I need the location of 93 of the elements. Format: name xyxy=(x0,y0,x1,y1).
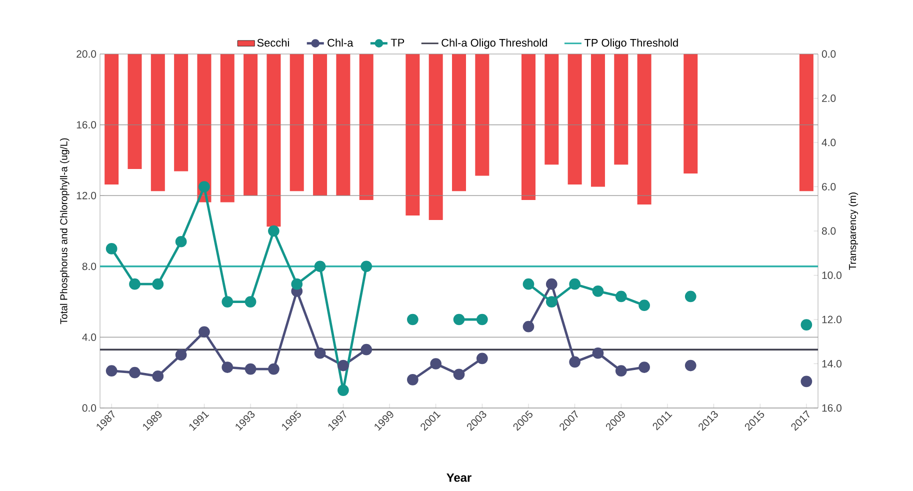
point xyxy=(407,314,418,326)
y2-tick-label: 14.0 xyxy=(822,360,842,368)
bar xyxy=(406,54,420,216)
bar xyxy=(290,54,304,192)
point xyxy=(592,286,604,297)
y2-tick-label: 4.0 xyxy=(822,138,836,146)
y2-tick-label: 2.0 xyxy=(822,94,836,102)
y-tick-label: 4.0 xyxy=(82,334,96,341)
bar xyxy=(313,54,328,196)
bar xyxy=(428,54,443,220)
bar xyxy=(799,54,814,192)
bar xyxy=(174,54,188,172)
point xyxy=(129,278,140,290)
point xyxy=(684,360,696,372)
point xyxy=(476,352,488,364)
point xyxy=(268,225,280,237)
point xyxy=(638,362,650,373)
point xyxy=(129,366,140,378)
point xyxy=(338,384,349,396)
point xyxy=(569,356,580,368)
y-tick-label: 0.0 xyxy=(82,404,96,412)
bar xyxy=(104,54,119,185)
point xyxy=(338,360,349,372)
point xyxy=(522,320,534,332)
y2-tick-label: 6.0 xyxy=(822,183,836,190)
point xyxy=(800,376,812,388)
y-axis-title: Total Phosphorus and Chlorophyll-a (ug/L) xyxy=(60,138,70,324)
legend-label: TP Oligo Threshold xyxy=(584,38,678,49)
point xyxy=(222,362,234,373)
bar xyxy=(637,54,652,204)
point xyxy=(684,290,696,302)
point xyxy=(175,349,187,361)
bar xyxy=(128,54,142,170)
legend-label: Chl-a Oligo Threshold xyxy=(442,38,547,49)
legend-label: Secchi xyxy=(257,38,289,47)
y-tick-label: 16.0 xyxy=(76,121,96,129)
bar xyxy=(266,54,281,227)
y2-tick-label: 16.0 xyxy=(822,404,842,412)
y-tick-label: 20.0 xyxy=(76,50,96,58)
legend-label: TP xyxy=(390,38,404,46)
point xyxy=(198,181,210,192)
point xyxy=(268,363,280,375)
y2-tick-label: 0.0 xyxy=(822,50,836,58)
y2-axis-title: Transparency (m) xyxy=(848,192,858,270)
point xyxy=(592,347,604,359)
bar xyxy=(590,54,605,187)
point xyxy=(360,344,372,356)
point xyxy=(638,300,650,312)
y2-tick-label: 8.0 xyxy=(822,227,836,235)
legend-label: Chl-a xyxy=(328,38,354,47)
point xyxy=(244,363,256,375)
bar xyxy=(336,54,350,196)
bar xyxy=(220,54,234,202)
bar xyxy=(359,54,374,200)
bar xyxy=(568,54,582,185)
y-tick-label: 8.0 xyxy=(82,262,96,270)
point xyxy=(615,365,627,377)
y-tick-label: 12.0 xyxy=(76,192,96,200)
point xyxy=(569,278,580,290)
point xyxy=(291,278,303,290)
point xyxy=(175,236,187,248)
point xyxy=(244,296,256,308)
bar xyxy=(475,54,490,176)
bar xyxy=(544,54,559,165)
bar xyxy=(521,54,536,200)
y2-tick-label: 12.0 xyxy=(822,316,842,324)
point xyxy=(314,347,326,359)
bar xyxy=(150,54,165,192)
point xyxy=(453,368,465,380)
point xyxy=(407,374,418,386)
point xyxy=(106,243,118,254)
bar xyxy=(684,54,698,174)
bar xyxy=(452,54,466,192)
point xyxy=(615,290,627,302)
point xyxy=(360,260,372,272)
bar xyxy=(614,54,628,165)
point xyxy=(453,314,465,326)
point xyxy=(476,314,488,326)
bar xyxy=(244,54,258,196)
y2-tick-label: 10.0 xyxy=(822,272,842,279)
point xyxy=(198,326,210,338)
point xyxy=(106,365,118,377)
point xyxy=(546,278,558,290)
point xyxy=(314,260,326,272)
point xyxy=(430,358,442,370)
point xyxy=(152,278,164,290)
bar xyxy=(197,54,212,202)
point xyxy=(152,370,164,382)
point xyxy=(800,319,812,330)
point xyxy=(546,296,558,308)
point xyxy=(222,296,234,308)
point xyxy=(522,278,534,290)
x-axis-title: Year xyxy=(446,473,472,482)
